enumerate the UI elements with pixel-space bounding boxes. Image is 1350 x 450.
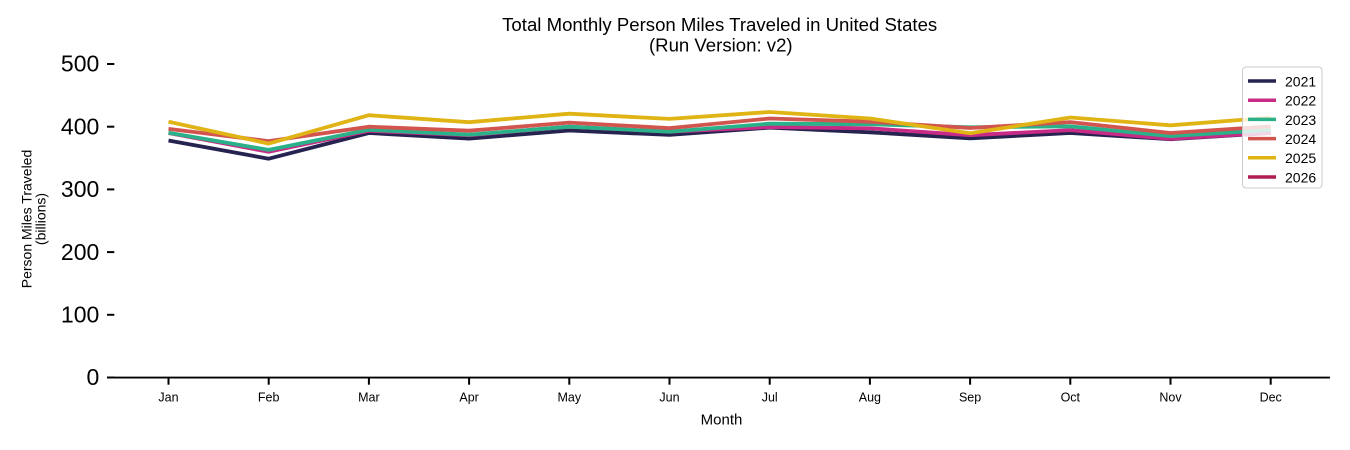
svg-text:Month: Month <box>701 411 743 428</box>
svg-text:300: 300 <box>61 176 99 202</box>
svg-text:Total Monthly Person Miles Tra: Total Monthly Person Miles Traveled in U… <box>502 14 937 35</box>
svg-text:2026: 2026 <box>1285 169 1316 185</box>
svg-text:2024: 2024 <box>1285 131 1316 147</box>
svg-text:Apr: Apr <box>459 391 478 405</box>
svg-text:Nov: Nov <box>1159 391 1182 405</box>
svg-text:Oct: Oct <box>1061 391 1081 405</box>
svg-text:Aug: Aug <box>859 391 881 405</box>
svg-text:Sep: Sep <box>959 391 981 405</box>
svg-text:2022: 2022 <box>1285 93 1316 109</box>
svg-text:Jul: Jul <box>762 391 778 405</box>
svg-text:2021: 2021 <box>1285 73 1316 89</box>
svg-text:100: 100 <box>61 302 99 328</box>
svg-text:May: May <box>557 391 581 405</box>
svg-text:Person Miles Traveled(billions: Person Miles Traveled(billions) <box>19 150 49 289</box>
svg-text:200: 200 <box>61 239 99 265</box>
svg-text:Jan: Jan <box>158 391 178 405</box>
svg-text:0: 0 <box>87 364 100 390</box>
svg-text:Dec: Dec <box>1260 391 1282 405</box>
svg-text:Mar: Mar <box>358 391 380 405</box>
svg-text:(Run Version: v2): (Run Version: v2) <box>649 35 793 56</box>
svg-text:500: 500 <box>61 51 99 77</box>
svg-text:400: 400 <box>61 113 99 139</box>
svg-text:Feb: Feb <box>258 391 280 405</box>
svg-text:2025: 2025 <box>1285 150 1316 166</box>
svg-text:Jun: Jun <box>659 391 679 405</box>
svg-text:2023: 2023 <box>1285 112 1316 128</box>
